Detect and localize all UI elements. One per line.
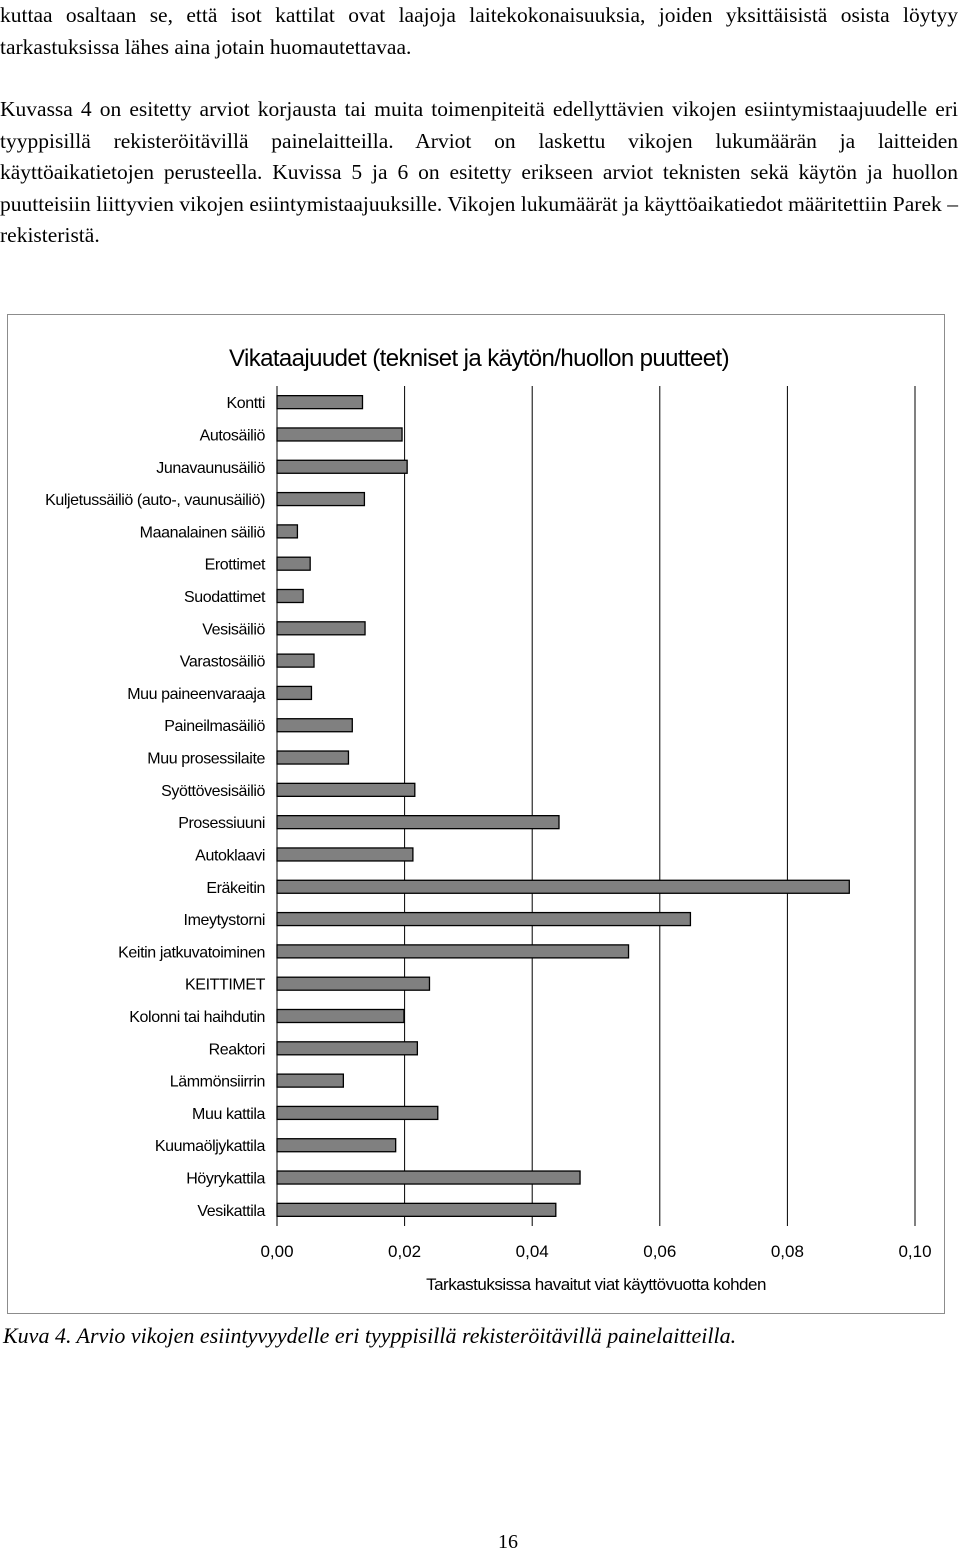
- category-label: Varastosäiliö: [180, 654, 266, 671]
- paragraph: kuttaa osaltaan se, että isot kattilat o…: [0, 3, 958, 59]
- chart-frame: [7, 314, 945, 1314]
- bar: [276, 621, 366, 636]
- category-label: Kolonni tai haihdutin: [129, 1009, 265, 1026]
- bar: [276, 815, 560, 830]
- bar: [276, 944, 630, 959]
- category-label: Eräkeitin: [206, 880, 265, 897]
- chart-title: Vikataajuudet (tekniset ja käytön/huollo…: [229, 345, 729, 372]
- bar: [276, 556, 311, 571]
- category-label: Kuljetussäiliö (auto-, vaunusäiliö): [45, 492, 265, 509]
- category-label: Muu prosessilaite: [147, 751, 265, 768]
- category-label: KEITTIMET: [185, 977, 266, 994]
- bar: [276, 911, 692, 927]
- bar: [276, 750, 350, 765]
- category-label: Lämmönsiirrin: [170, 1074, 265, 1091]
- category-label: Muu paineenvaraaja: [127, 686, 265, 703]
- x-tick-label: 0,00: [260, 1242, 293, 1261]
- category-label: Paineilmasäiliö: [164, 718, 265, 735]
- bar: [276, 879, 850, 894]
- x-tick-label: 0,06: [643, 1242, 676, 1261]
- bar: [276, 976, 431, 991]
- category-label: Junavaunusäiliö: [156, 460, 265, 477]
- bar: [276, 653, 315, 668]
- category-label: Autoklaavi: [195, 847, 265, 864]
- category-label: Syöttövesisäiliö: [161, 783, 265, 800]
- bar: [276, 1202, 557, 1217]
- category-label: Keitin jatkuvatoiminen: [118, 944, 265, 961]
- bar: [276, 427, 403, 442]
- bar: [276, 524, 299, 539]
- bar: [276, 782, 416, 797]
- bar: [276, 1105, 439, 1121]
- bar: [276, 395, 364, 410]
- category-label: Vesikattila: [197, 1203, 265, 1220]
- bar: [276, 491, 366, 507]
- bar: [276, 685, 313, 701]
- body-text: kuttaa osaltaan se, että isot kattilat o…: [0, 0, 958, 252]
- bar: [276, 1073, 345, 1088]
- category-label: Suodattimet: [184, 589, 266, 606]
- category-label: Prosessiuuni: [178, 815, 265, 832]
- figure-caption: Kuva 4. Arvio vikojen esiintyvyydelle er…: [3, 1323, 737, 1348]
- bar: [276, 718, 353, 733]
- bar: [276, 1041, 419, 1056]
- category-label: Maanalainen säiliö: [140, 524, 266, 541]
- category-label: Reaktori: [209, 1041, 265, 1058]
- x-axis-label: Tarkastuksissa havaitut viat käyttövuott…: [426, 1275, 766, 1294]
- page-number: 16: [498, 1531, 518, 1553]
- bar: [276, 588, 304, 604]
- bar: [276, 847, 414, 862]
- bar-chart: Vikataajuudet (tekniset ja käytön/huollo…: [45, 345, 931, 1294]
- x-tick-label: 0,08: [771, 1242, 804, 1261]
- category-label: Muu kattila: [192, 1106, 265, 1123]
- category-label: Vesisäiliö: [202, 621, 265, 638]
- category-label: Erottimet: [205, 557, 266, 574]
- category-label: Kuumaöljykattila: [155, 1138, 266, 1155]
- category-label: Höyrykattila: [186, 1171, 265, 1188]
- bar: [276, 1008, 405, 1024]
- x-tick-label: 0,04: [516, 1242, 549, 1261]
- category-label: Autosäiliö: [200, 427, 266, 444]
- category-label: Kontti: [226, 395, 265, 412]
- paragraph: Kuvassa 4 on esitetty arviot korjausta t…: [0, 97, 958, 247]
- bar: [276, 459, 408, 474]
- bar: [276, 1138, 397, 1153]
- x-tick-label: 0,10: [898, 1242, 931, 1261]
- bar: [276, 1170, 581, 1185]
- category-label: Imeytystorni: [184, 912, 265, 929]
- x-tick-label: 0,02: [388, 1242, 421, 1261]
